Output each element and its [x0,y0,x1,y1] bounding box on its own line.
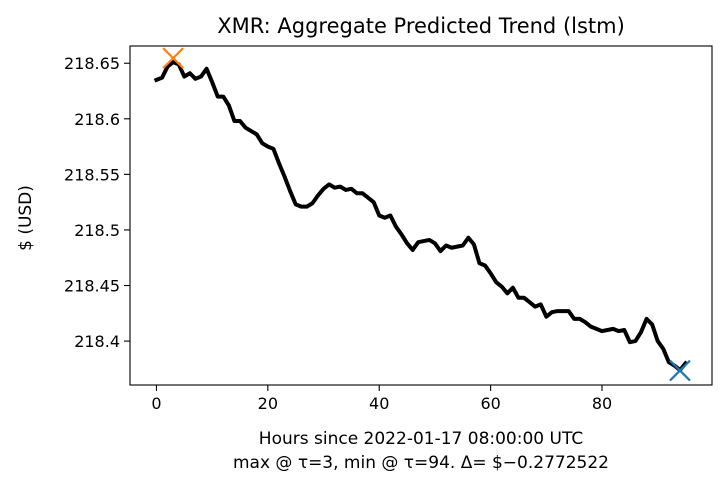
x-tick-label: 20 [258,394,278,413]
y-tick-label: 218.65 [64,54,120,73]
x-axis-label: Hours since 2022-01-17 08:00:00 UTC [259,429,583,449]
x-tick-label: 60 [480,394,500,413]
y-tick-label: 218.5 [74,221,120,240]
x-axis-subtitle: max @ τ=3, min @ τ=94. Δ= $−0.2772522 [233,453,609,473]
series-line-0 [153,60,689,372]
min-marker [669,359,691,382]
x-tick-label: 80 [592,394,612,413]
x-tick-label: 40 [369,394,389,413]
plot-frame [129,45,713,386]
markers-group [162,47,691,382]
line-series-group [153,60,689,372]
y-axis: 218.4 218.45 218.5 218.55 218.6 218.65 [64,54,130,351]
x-axis: 0 20 40 60 80 [151,385,612,413]
y-tick-label: 218.45 [64,277,120,296]
y-tick-label: 218.4 [74,332,120,351]
y-tick-label: 218.55 [64,165,120,184]
y-tick-label: 218.6 [74,110,120,129]
x-tick-label: 0 [151,394,161,413]
max-marker [162,47,184,69]
chart-title: XMR: Aggregate Predicted Trend (lstm) [217,14,625,38]
y-axis-label: $ (USD) [16,185,36,251]
